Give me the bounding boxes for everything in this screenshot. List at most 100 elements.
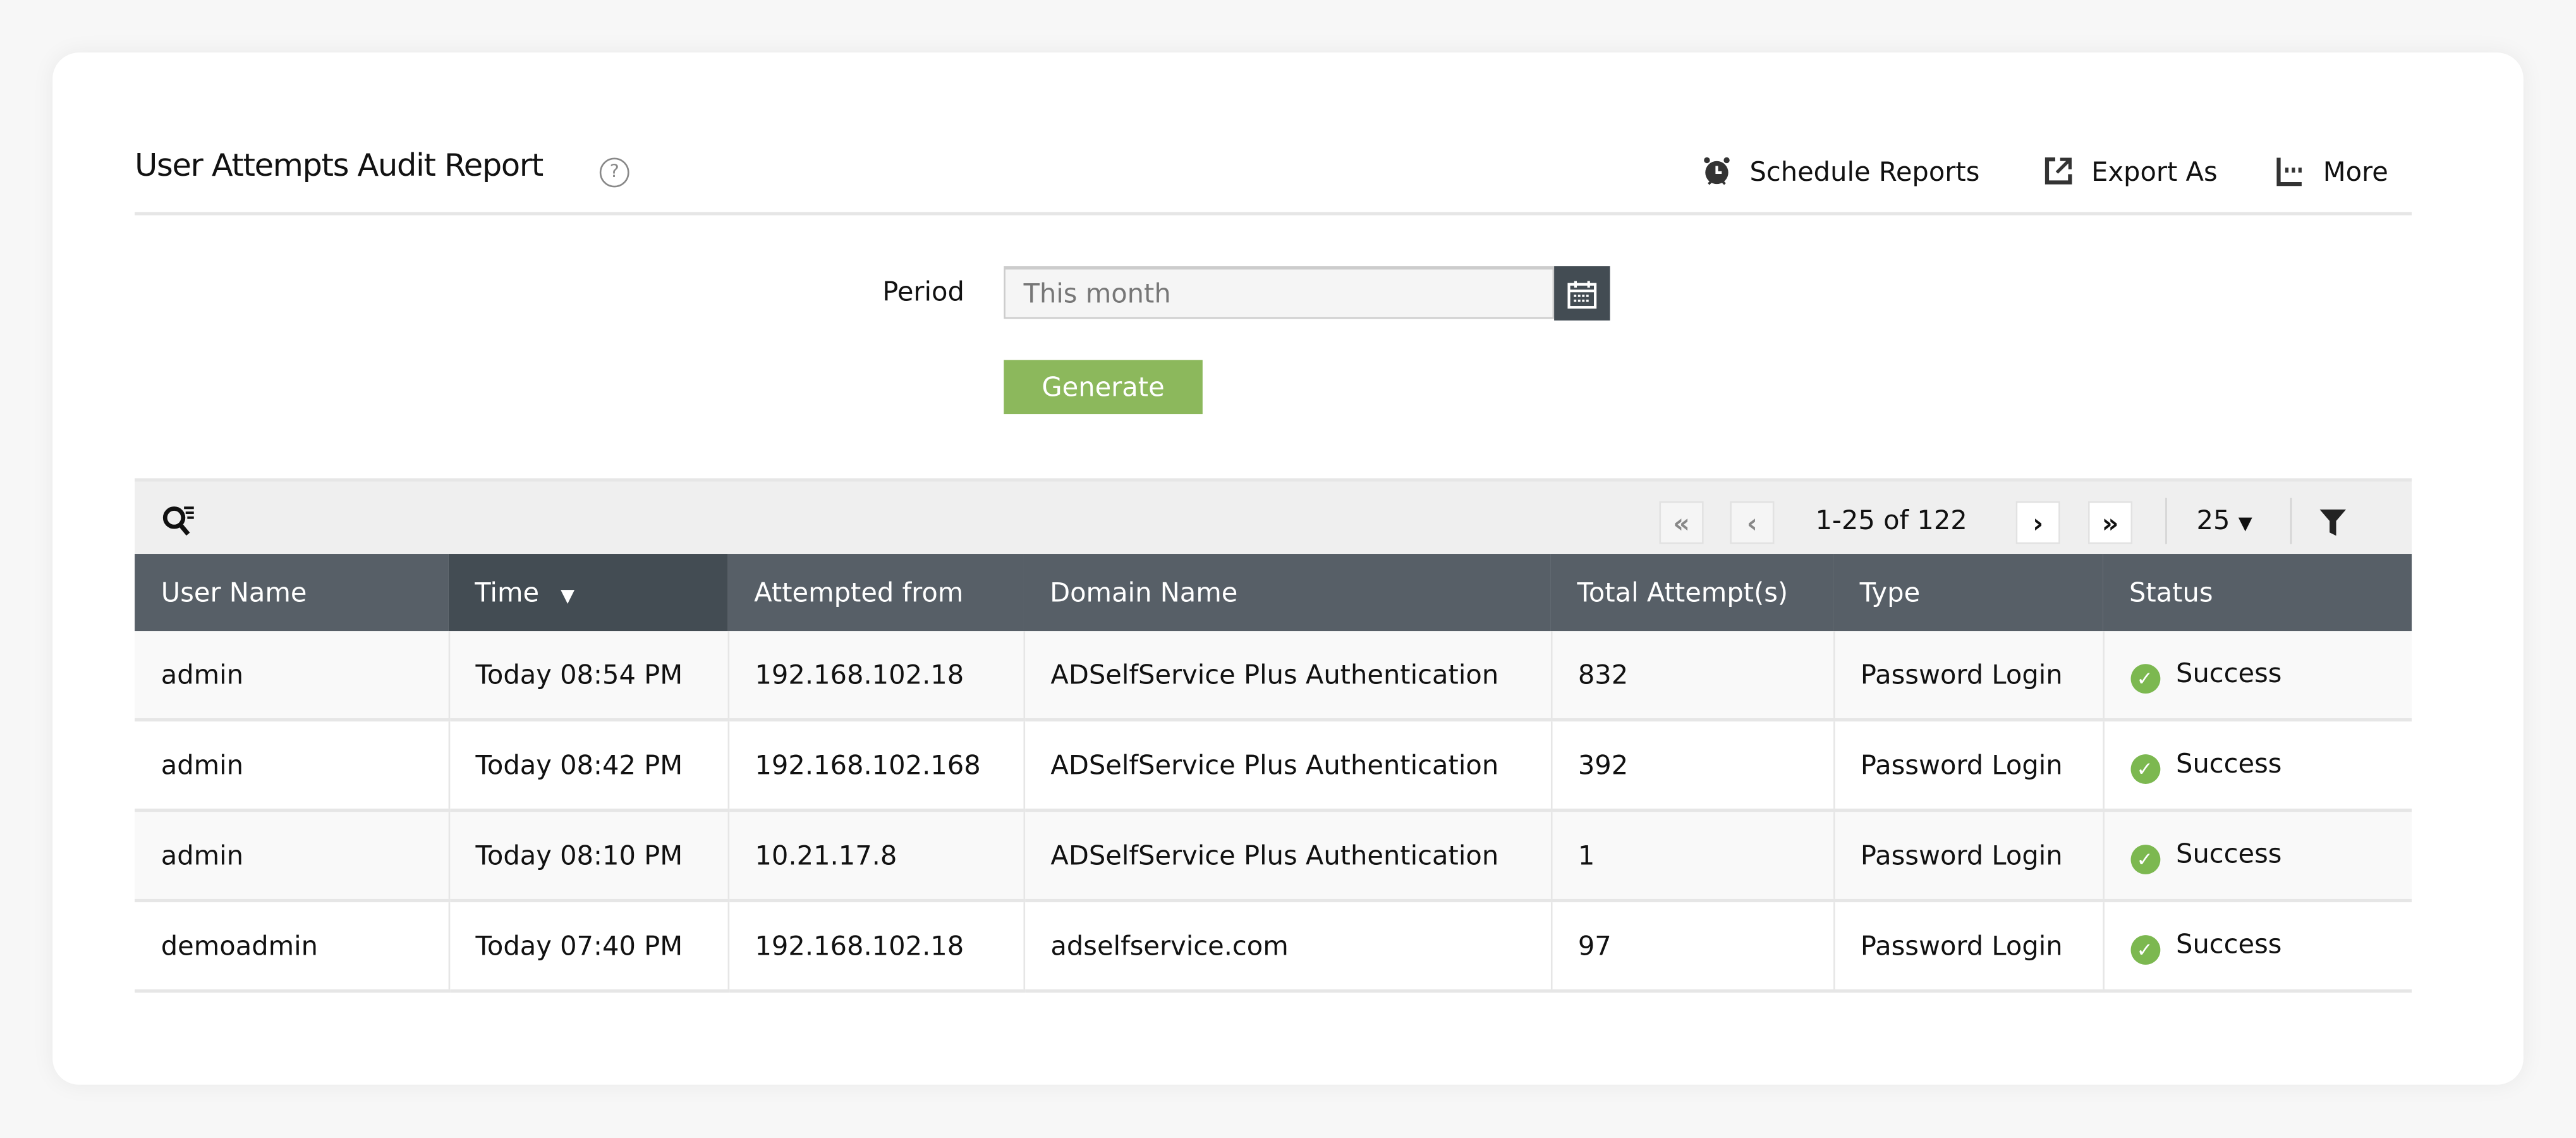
cell-text: 192.168.102.18	[755, 930, 964, 962]
cell-time: Today 08:54 PM	[448, 631, 729, 722]
page-size-select[interactable]: 25 ▼	[2197, 505, 2252, 535]
cell-text: Today 07:40 PM	[475, 930, 683, 962]
cell-text: admin	[161, 659, 244, 690]
success-check-icon: ✓	[2130, 663, 2160, 693]
cell-text: Today 08:10 PM	[475, 840, 683, 871]
cell-text: Today 08:54 PM	[475, 659, 683, 690]
table-row[interactable]: admin Today 08:10 PM 10.21.17.8 ADSelfServi…	[135, 810, 2412, 903]
cell-type: Password Login	[1833, 631, 2104, 722]
cell-total-attempts: 1	[1550, 810, 1835, 903]
calendar-icon	[1567, 280, 1597, 308]
cell-user-name: demoadmin	[135, 900, 449, 993]
column-header-time[interactable]: Time ▼	[448, 554, 728, 632]
cell-text: demoadmin	[161, 930, 319, 962]
cell-user-name: admin	[135, 719, 449, 812]
cell-text: Today 08:42 PM	[475, 749, 683, 781]
cell-time: Today 07:40 PM	[448, 900, 729, 993]
cell-text: Password Login	[1860, 659, 2063, 690]
cell-text: Success	[2176, 747, 2282, 778]
cell-text: 192.168.102.168	[755, 749, 981, 781]
cell-text: 392	[1577, 749, 1629, 781]
cell-text: Success	[2176, 656, 2282, 688]
toolbar-separator	[2290, 498, 2292, 544]
table-row[interactable]: demoadmin Today 07:40 PM 192.168.102.18 ads…	[135, 900, 2412, 993]
cell-user-name: admin	[135, 631, 449, 722]
schedule-reports-label: Schedule Reports	[1749, 155, 1980, 187]
cell-time: Today 08:42 PM	[448, 719, 729, 812]
table-row[interactable]: admin Today 08:42 PM 192.168.102.168 ADSelf…	[135, 719, 2412, 812]
column-header-user-name[interactable]: User Name	[135, 554, 449, 632]
table-header-row: User Name Time ▼ Attempted from Domain N…	[135, 554, 2412, 632]
cell-text: 97	[1577, 930, 1612, 962]
cell-domain-name: ADSelfService Plus Authentication	[1023, 631, 1552, 722]
cell-text: ADSelfService Plus Authentication	[1050, 840, 1499, 871]
cell-total-attempts: 97	[1550, 900, 1835, 993]
cell-total-attempts: 832	[1550, 631, 1835, 722]
cell-status: ✓ Success	[2103, 900, 2412, 993]
prev-page-button[interactable]: ‹	[1730, 501, 1775, 544]
audit-table: User Name Time ▼ Attempted from Domain N…	[135, 554, 2412, 993]
cell-type: Password Login	[1833, 719, 2104, 812]
more-icon	[2276, 157, 2302, 187]
column-header-domain-name[interactable]: Domain Name	[1023, 554, 1551, 632]
page-title: User Attempts Audit Report	[135, 147, 544, 185]
cell-domain-name: ADSelfService Plus Authentication	[1023, 719, 1552, 812]
period-label: Period	[882, 276, 964, 308]
cell-time: Today 08:10 PM	[448, 810, 729, 903]
help-icon[interactable]: ?	[599, 157, 629, 188]
cell-text: Success	[2176, 837, 2282, 869]
cell-text: ADSelfService Plus Authentication	[1050, 749, 1499, 781]
column-header-total-attempts[interactable]: Total Attempt(s)	[1550, 554, 1834, 632]
page-range-text: 1-25 of 122	[1815, 505, 1967, 536]
export-as-label: Export As	[2091, 155, 2218, 187]
period-input[interactable]	[1004, 266, 1555, 319]
sort-desc-icon: ▼	[561, 585, 575, 607]
cell-user-name: admin	[135, 810, 449, 903]
cell-type: Password Login	[1833, 810, 2104, 903]
cell-text: Password Login	[1860, 840, 2063, 871]
column-header-attempted-from[interactable]: Attempted from	[727, 554, 1024, 632]
next-page-button[interactable]: ›	[2015, 501, 2060, 544]
success-check-icon: ✓	[2130, 843, 2160, 874]
cell-text: 1	[1577, 840, 1595, 871]
more-button[interactable]: More	[2274, 154, 2388, 187]
cell-text: admin	[161, 840, 244, 871]
table-toolbar: « ‹ 1-25 of 122 › » 25 ▼	[135, 478, 2412, 554]
cell-text: adselfservice.com	[1050, 930, 1289, 962]
success-check-icon: ✓	[2130, 753, 2160, 783]
cell-attempted-from: 192.168.102.168	[727, 719, 1024, 812]
cell-text: admin	[161, 749, 244, 781]
alarm-clock-icon	[1704, 157, 1730, 185]
cell-attempted-from: 192.168.102.18	[727, 631, 1024, 722]
cell-text: Password Login	[1860, 930, 2063, 962]
cell-domain-name: ADSelfService Plus Authentication	[1023, 810, 1552, 903]
column-header-type[interactable]: Type	[1833, 554, 2103, 632]
cell-attempted-from: 10.21.17.8	[727, 810, 1024, 903]
cell-text: ADSelfService Plus Authentication	[1050, 659, 1499, 690]
cell-type: Password Login	[1833, 900, 2104, 993]
export-icon	[2044, 157, 2072, 185]
cell-text: 192.168.102.18	[755, 659, 964, 690]
export-as-button[interactable]: Export As	[2042, 154, 2218, 187]
generate-button[interactable]: Generate	[1004, 360, 1203, 415]
search-filter-icon[interactable]	[161, 505, 197, 537]
cell-domain-name: adselfservice.com	[1023, 900, 1552, 993]
first-page-button[interactable]: «	[1659, 501, 1704, 544]
toolbar-separator	[2165, 498, 2167, 544]
table-row[interactable]: admin Today 08:54 PM 192.168.102.18 ADSelfS…	[135, 631, 2412, 722]
filter-icon[interactable]	[2319, 508, 2347, 537]
column-header-status[interactable]: Status	[2103, 554, 2412, 632]
cell-total-attempts: 392	[1550, 719, 1835, 812]
header-divider	[135, 212, 2412, 216]
column-header-time-label: Time	[475, 577, 540, 608]
page-size-value: 25	[2196, 505, 2230, 536]
cell-status: ✓ Success	[2103, 631, 2412, 722]
more-label: More	[2323, 155, 2388, 187]
cell-status: ✓ Success	[2103, 719, 2412, 812]
cell-attempted-from: 192.168.102.18	[727, 900, 1024, 993]
chevron-down-icon: ▼	[2238, 513, 2252, 534]
schedule-reports-button[interactable]: Schedule Reports	[1700, 154, 1979, 187]
last-page-button[interactable]: »	[2087, 501, 2133, 544]
calendar-button[interactable]	[1554, 266, 1610, 321]
cell-text: 10.21.17.8	[755, 840, 897, 871]
